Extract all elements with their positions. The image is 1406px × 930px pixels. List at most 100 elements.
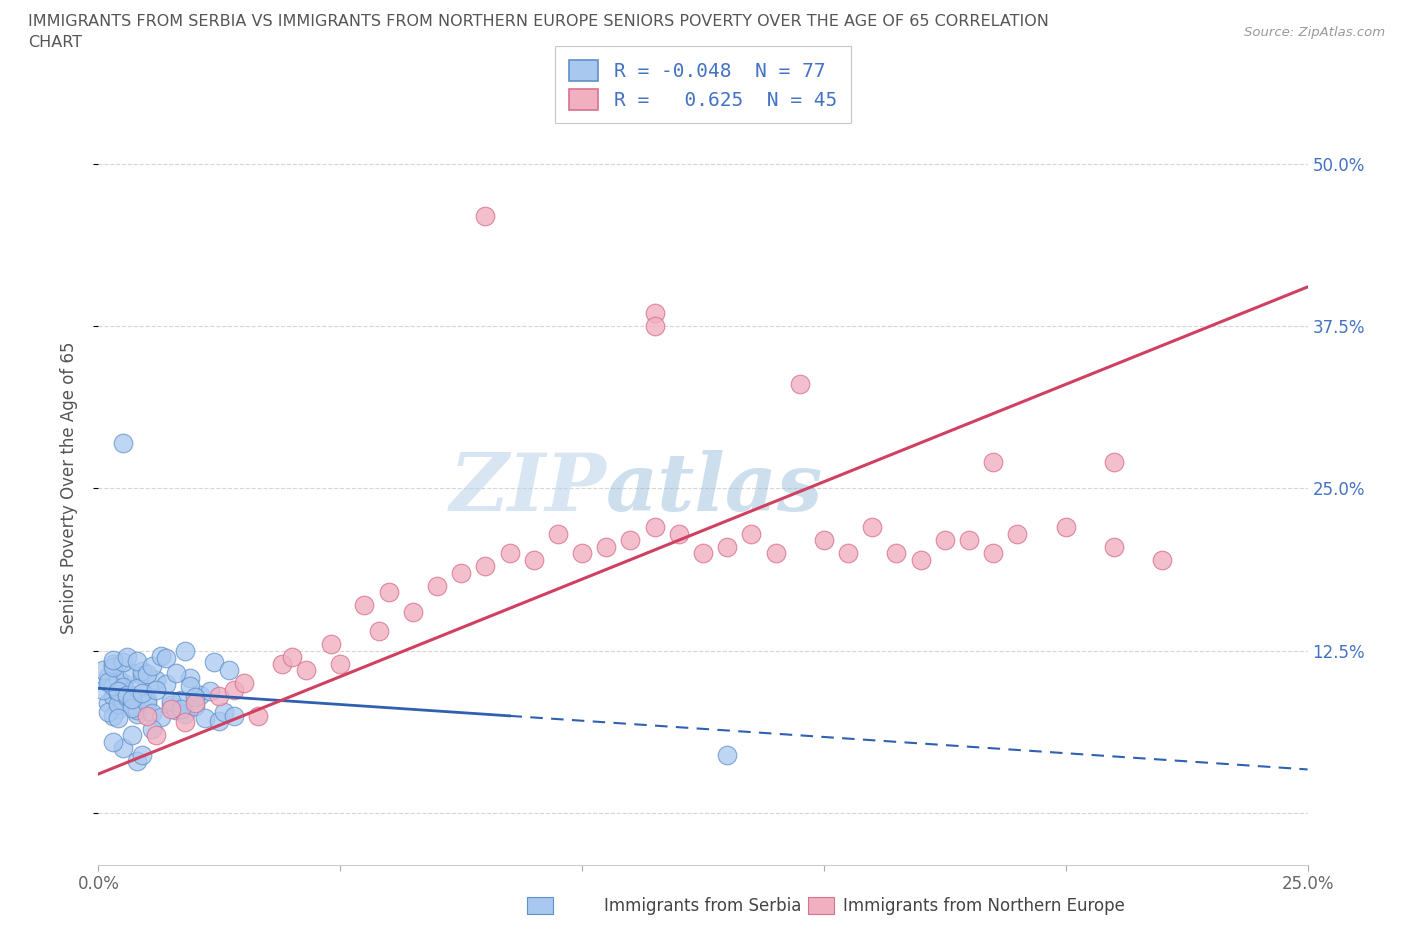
Point bbox=[107, 697, 129, 711]
Text: Source: ZipAtlas.com: Source: ZipAtlas.com bbox=[1244, 26, 1385, 39]
Point bbox=[910, 552, 932, 567]
Point bbox=[281, 650, 304, 665]
Point bbox=[619, 533, 641, 548]
Text: atlas: atlas bbox=[606, 449, 824, 527]
Point bbox=[1007, 526, 1029, 541]
Point bbox=[121, 698, 143, 712]
Point bbox=[934, 533, 956, 548]
Point bbox=[127, 681, 149, 696]
Point bbox=[740, 526, 762, 541]
Point bbox=[247, 708, 270, 723]
Point bbox=[111, 694, 134, 709]
Point bbox=[498, 546, 520, 561]
Point bbox=[111, 655, 134, 670]
Point bbox=[450, 565, 472, 580]
Text: IMMIGRANTS FROM SERBIA VS IMMIGRANTS FROM NORTHERN EUROPE SENIORS POVERTY OVER T: IMMIGRANTS FROM SERBIA VS IMMIGRANTS FRO… bbox=[28, 14, 1049, 29]
Point bbox=[145, 673, 167, 688]
Point bbox=[860, 520, 883, 535]
Text: Immigrants from Northern Europe: Immigrants from Northern Europe bbox=[844, 897, 1125, 915]
Point bbox=[692, 546, 714, 561]
Point bbox=[1102, 539, 1125, 554]
Point bbox=[121, 727, 143, 742]
Point bbox=[117, 650, 139, 665]
Point bbox=[957, 533, 980, 548]
Point bbox=[377, 585, 399, 600]
Point bbox=[271, 657, 294, 671]
Point bbox=[1152, 552, 1174, 567]
Point bbox=[131, 668, 153, 683]
Point bbox=[101, 688, 124, 703]
Point bbox=[595, 539, 617, 554]
Point bbox=[188, 687, 211, 702]
Point bbox=[644, 520, 666, 535]
Point bbox=[222, 708, 245, 723]
Point bbox=[523, 552, 546, 567]
Point bbox=[644, 318, 666, 333]
Point bbox=[150, 648, 173, 663]
Point bbox=[131, 664, 153, 679]
Point bbox=[208, 713, 231, 728]
Point bbox=[107, 671, 129, 686]
Point bbox=[135, 695, 157, 710]
Point bbox=[111, 675, 134, 690]
Point bbox=[127, 753, 149, 768]
Point bbox=[107, 711, 129, 725]
Point bbox=[571, 546, 593, 561]
Point bbox=[174, 644, 197, 658]
Point bbox=[547, 526, 569, 541]
Point bbox=[353, 598, 375, 613]
Point bbox=[198, 684, 221, 698]
Point bbox=[145, 727, 167, 742]
Point bbox=[165, 665, 187, 680]
Point bbox=[668, 526, 690, 541]
Point bbox=[145, 682, 167, 697]
Point bbox=[155, 651, 177, 666]
Point bbox=[886, 546, 908, 561]
Point bbox=[169, 701, 191, 716]
Point bbox=[111, 435, 134, 450]
Point bbox=[184, 695, 207, 710]
Point bbox=[169, 693, 191, 708]
Point bbox=[127, 703, 149, 718]
Point bbox=[194, 711, 217, 725]
Point bbox=[212, 704, 235, 719]
Point bbox=[135, 693, 157, 708]
Point bbox=[426, 578, 449, 593]
Legend: R = -0.048  N = 77, R =   0.625  N = 45: R = -0.048 N = 77, R = 0.625 N = 45 bbox=[555, 46, 851, 124]
Point bbox=[111, 680, 134, 695]
Point bbox=[97, 695, 120, 710]
Point bbox=[837, 546, 859, 561]
Text: ZIP: ZIP bbox=[450, 449, 606, 527]
Point bbox=[716, 539, 738, 554]
Point bbox=[135, 667, 157, 682]
Point bbox=[101, 657, 124, 671]
Point bbox=[141, 721, 163, 736]
Point bbox=[107, 684, 129, 698]
Point bbox=[131, 686, 153, 701]
Point bbox=[716, 747, 738, 762]
Point bbox=[765, 546, 787, 561]
Point bbox=[319, 637, 342, 652]
Point bbox=[121, 700, 143, 715]
Point bbox=[813, 533, 835, 548]
Point bbox=[165, 703, 187, 718]
Point bbox=[121, 699, 143, 714]
Point bbox=[150, 710, 173, 724]
Point bbox=[981, 455, 1004, 470]
Point bbox=[127, 707, 149, 722]
Point bbox=[141, 706, 163, 721]
Point bbox=[222, 682, 245, 697]
Point bbox=[179, 678, 201, 693]
Point bbox=[101, 734, 124, 749]
Point bbox=[1102, 455, 1125, 470]
Point bbox=[160, 694, 183, 709]
Point bbox=[789, 377, 811, 392]
Point bbox=[117, 684, 139, 699]
Text: CHART: CHART bbox=[28, 35, 82, 50]
Point bbox=[295, 663, 318, 678]
Point bbox=[184, 690, 207, 705]
Point bbox=[97, 704, 120, 719]
Point bbox=[474, 559, 496, 574]
Point bbox=[981, 546, 1004, 561]
Point bbox=[101, 708, 124, 723]
